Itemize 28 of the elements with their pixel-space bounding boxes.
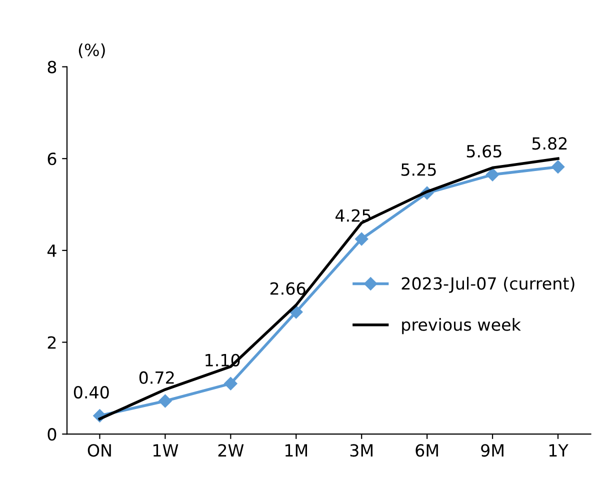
x-tick-label: 3M — [350, 444, 372, 457]
data-label: 5.82 — [532, 137, 567, 150]
data-label: 0.72 — [139, 371, 174, 384]
y-tick-label: 0 — [48, 428, 56, 441]
point — [158, 394, 172, 408]
legend-label: previous week — [402, 318, 521, 334]
point — [551, 160, 565, 174]
y-tick-label: 6 — [48, 152, 56, 166]
x-tick-label: 1M — [285, 444, 307, 456]
y-tick-label: 8 — [48, 60, 56, 74]
x-tick-label: 2W — [218, 444, 244, 456]
point — [224, 376, 238, 390]
data-label: 5.65 — [466, 144, 502, 158]
x-tick-label: 6M — [416, 444, 438, 457]
y-axis-title: (%) — [78, 43, 105, 58]
y-tick-label: 2 — [48, 336, 56, 349]
y-tick-label: 4 — [47, 244, 56, 257]
point — [486, 168, 500, 182]
x-tick-label: 1W — [153, 444, 178, 456]
data-label: 2.66 — [270, 282, 306, 295]
x-tick-label: ON — [88, 444, 111, 457]
data-label: 0.40 — [74, 386, 109, 399]
x-tick-label: 1Y — [549, 444, 568, 456]
point — [355, 232, 368, 246]
x-tick-label: 9M — [481, 444, 504, 457]
legend-label: 2023-Jul-07 (current) — [402, 276, 574, 293]
data-label: 5.25 — [401, 163, 436, 176]
point — [290, 305, 303, 319]
